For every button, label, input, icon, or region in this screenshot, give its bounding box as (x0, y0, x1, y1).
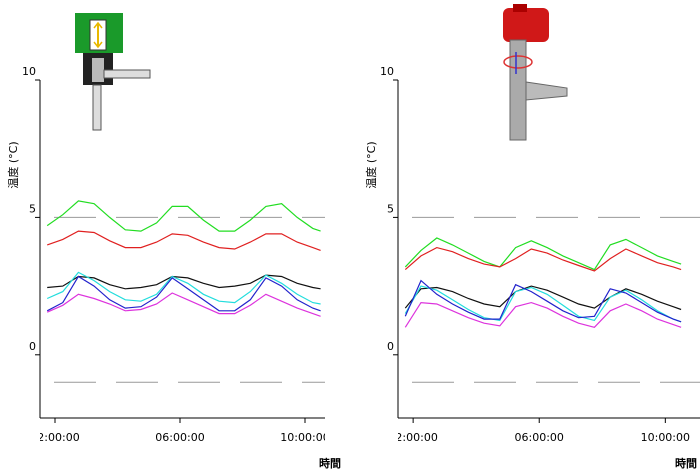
x-tick-label: 10:00:00 (280, 431, 329, 444)
x-tick-label: 02:00:00 (30, 431, 79, 444)
data-line (46, 200, 321, 232)
y-tick-label: 0 (29, 340, 36, 353)
data-line (404, 237, 682, 271)
data-line (46, 292, 321, 317)
x-tick-label: 06:00:00 (515, 431, 564, 444)
x-axis-label: 時間 (319, 456, 341, 470)
y-tick-label: 10 (22, 65, 36, 78)
y-axis-label: 温度 (°C) (6, 141, 20, 188)
y-tick-label: 10 (380, 65, 394, 78)
data-line (404, 301, 682, 328)
data-line (46, 275, 321, 312)
y-tick-label: 5 (29, 202, 36, 215)
plot-area: 02:00:00 06:00:00 10:00:00 (388, 216, 700, 444)
data-line (404, 285, 682, 323)
plot-area: 02:00:00 06:00:00 10:00:00 (30, 200, 329, 444)
y-tick-label: 5 (387, 202, 394, 215)
data-line (46, 271, 321, 305)
x-axis-label: 時間 (675, 456, 697, 470)
x-tick-label: 10:00:00 (641, 431, 690, 444)
y-tick-label: 0 (387, 340, 394, 353)
data-line (404, 279, 682, 323)
sensor-icon-right (503, 4, 568, 141)
data-line (404, 246, 682, 272)
x-tick-label: 02:00:00 (388, 431, 437, 444)
x-tick-label: 06:00:00 (155, 431, 204, 444)
data-line (47, 230, 321, 251)
data-line (47, 274, 321, 290)
y-axis-label: 温度 (°C) (364, 141, 378, 188)
sensor-icon-left (75, 13, 151, 131)
data-line (404, 285, 682, 311)
